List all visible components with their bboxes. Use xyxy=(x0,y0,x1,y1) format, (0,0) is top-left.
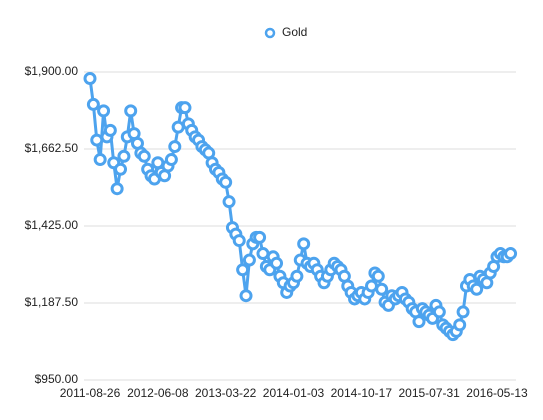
point xyxy=(168,140,182,154)
y-tick-label: $1,187.50 xyxy=(25,295,79,309)
point xyxy=(103,123,117,137)
point xyxy=(470,282,484,296)
y-tick-label: $1,425.00 xyxy=(25,218,79,232)
point xyxy=(270,256,284,270)
point xyxy=(290,269,304,283)
x-tick-label: 2011-08-26 xyxy=(60,386,121,400)
x-tick-label: 2015-07-31 xyxy=(398,386,460,400)
x-tick-label: 2012-06-08 xyxy=(127,386,189,400)
point xyxy=(232,234,246,248)
point xyxy=(242,253,256,267)
point xyxy=(86,97,100,111)
x-tick-label: 2014-10-17 xyxy=(331,386,393,400)
legend-marker xyxy=(264,27,276,39)
point xyxy=(178,101,192,115)
point xyxy=(171,120,185,134)
point xyxy=(137,149,151,163)
point xyxy=(110,182,124,196)
legend-label: Gold xyxy=(282,25,307,39)
x-tick-label: 2014-01-03 xyxy=(263,386,325,400)
point xyxy=(164,153,178,167)
point xyxy=(453,318,467,332)
point xyxy=(114,162,128,176)
point xyxy=(432,305,446,319)
point xyxy=(504,247,518,261)
point xyxy=(297,237,311,251)
y-tick-label: $950.00 xyxy=(35,372,79,386)
point xyxy=(222,195,236,209)
point xyxy=(93,153,107,167)
point xyxy=(253,230,267,244)
x-tick-label: 2016-05-13 xyxy=(466,386,528,400)
point xyxy=(83,71,97,85)
point xyxy=(117,149,131,163)
point xyxy=(456,305,470,319)
point xyxy=(412,315,426,329)
point xyxy=(371,269,385,283)
point xyxy=(124,104,138,118)
point xyxy=(97,104,111,118)
point xyxy=(219,175,233,189)
y-tick-label: $1,662.50 xyxy=(25,141,79,155)
point xyxy=(239,289,253,303)
point xyxy=(256,247,270,261)
series-line xyxy=(88,78,512,337)
point xyxy=(365,279,379,293)
y-tick-label: $1,900.00 xyxy=(25,64,79,78)
x-tick-label: 2013-03-22 xyxy=(195,386,257,400)
point xyxy=(375,282,389,296)
point xyxy=(236,263,250,277)
point xyxy=(90,133,104,147)
